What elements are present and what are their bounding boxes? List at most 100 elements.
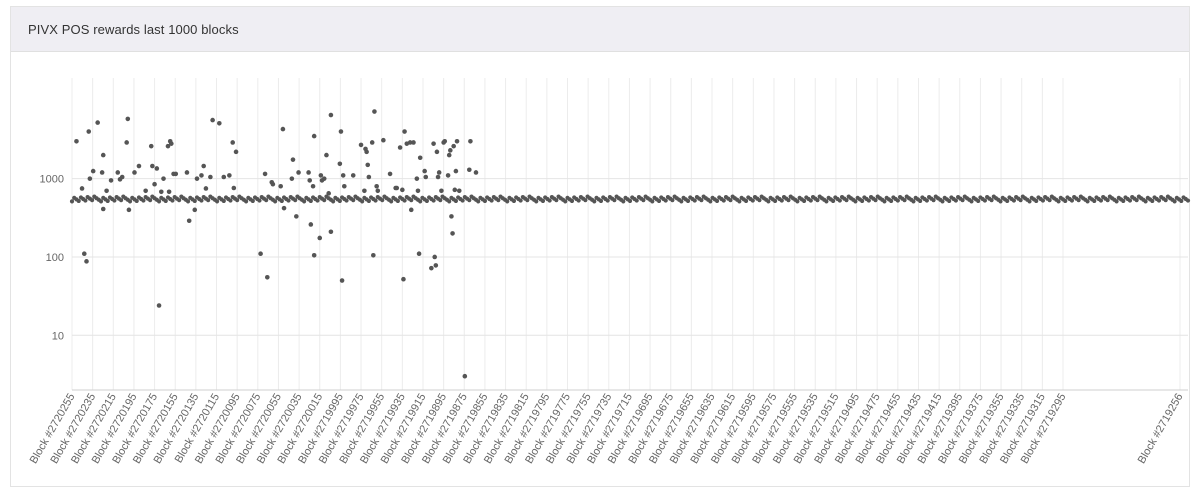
panel-title: PIVX POS rewards last 1000 blocks	[28, 22, 239, 37]
data-point	[324, 152, 329, 158]
data-point	[1156, 198, 1162, 203]
data-point	[100, 206, 106, 212]
data-point	[462, 373, 468, 379]
data-point	[1063, 198, 1068, 204]
data-point	[1143, 199, 1148, 204]
y-tick-label: 1000	[40, 174, 64, 186]
data-point	[328, 112, 334, 118]
data-point	[84, 259, 89, 264]
data-point	[976, 198, 981, 204]
data-point	[308, 222, 314, 227]
data-point	[418, 199, 423, 204]
data-point	[98, 199, 104, 204]
data-point	[1027, 199, 1032, 204]
data-point	[119, 198, 124, 203]
data-point	[1047, 198, 1052, 203]
data-point	[173, 171, 179, 177]
data-point	[592, 199, 597, 204]
data-point	[161, 176, 166, 181]
data-point	[185, 199, 191, 204]
data-point	[452, 187, 458, 193]
data-point	[294, 214, 299, 219]
data-point	[342, 183, 347, 189]
data-point	[286, 198, 291, 203]
data-point	[380, 198, 385, 203]
data-point	[605, 198, 610, 203]
data-point	[583, 198, 588, 203]
data-point	[496, 198, 501, 203]
data-point	[112, 198, 117, 203]
data-point	[148, 198, 153, 203]
data-point	[422, 168, 427, 174]
data-point	[641, 198, 646, 203]
data-point	[1018, 198, 1023, 203]
data-point	[194, 176, 200, 181]
data-point	[468, 139, 473, 144]
data-point	[105, 198, 110, 204]
data-point	[308, 198, 313, 204]
data-point	[407, 140, 413, 145]
data-point	[721, 198, 726, 203]
data-point	[208, 174, 213, 180]
data-point	[69, 199, 75, 204]
data-point	[199, 173, 204, 178]
data-point	[445, 173, 451, 178]
data-point	[918, 198, 923, 204]
data-point	[289, 176, 295, 181]
data-point	[366, 174, 372, 180]
data-point	[166, 189, 172, 195]
data-point	[424, 198, 429, 204]
data-point	[692, 198, 697, 203]
data-point	[417, 155, 423, 161]
data-point	[231, 185, 237, 191]
data-point	[366, 198, 371, 204]
data-point	[454, 139, 460, 144]
panel-header: PIVX POS rewards last 1000 blocks	[11, 7, 1189, 52]
data-point	[446, 152, 452, 158]
data-point	[433, 263, 439, 268]
data-point	[808, 198, 813, 203]
data-point	[315, 198, 320, 203]
y-tick-label: 100	[46, 252, 64, 264]
data-point	[141, 198, 146, 203]
data-point	[456, 188, 462, 194]
data-point	[156, 199, 162, 204]
data-point	[311, 133, 317, 139]
data-point	[1040, 198, 1046, 203]
data-point	[372, 109, 377, 114]
data-point	[79, 186, 85, 191]
data-point	[340, 173, 346, 178]
data-point	[86, 129, 92, 134]
data-point	[447, 199, 452, 204]
data-point	[795, 199, 800, 204]
data-point	[414, 176, 420, 181]
data-point	[873, 198, 878, 203]
data-point	[416, 251, 422, 257]
data-point	[1056, 199, 1061, 204]
data-point	[563, 199, 568, 204]
data-point	[460, 198, 465, 203]
data-point	[1163, 198, 1168, 203]
data-point	[779, 198, 784, 203]
data-point	[108, 178, 114, 183]
data-point	[757, 198, 762, 203]
data-point	[708, 199, 713, 204]
data-point	[264, 198, 269, 203]
data-point	[338, 129, 344, 134]
data-point	[844, 198, 849, 203]
data-point	[1092, 198, 1097, 204]
data-point	[1114, 199, 1119, 204]
data-point	[371, 253, 376, 258]
data-point	[119, 174, 125, 180]
data-point	[895, 198, 900, 203]
data-point	[397, 145, 403, 150]
data-point	[1085, 199, 1090, 204]
data-point	[728, 198, 733, 203]
data-point	[262, 171, 268, 177]
data-point	[1034, 198, 1039, 204]
data-point	[165, 143, 171, 149]
data-point	[321, 176, 327, 181]
data-point	[489, 198, 494, 203]
data-point	[685, 198, 691, 204]
data-point	[940, 199, 945, 204]
